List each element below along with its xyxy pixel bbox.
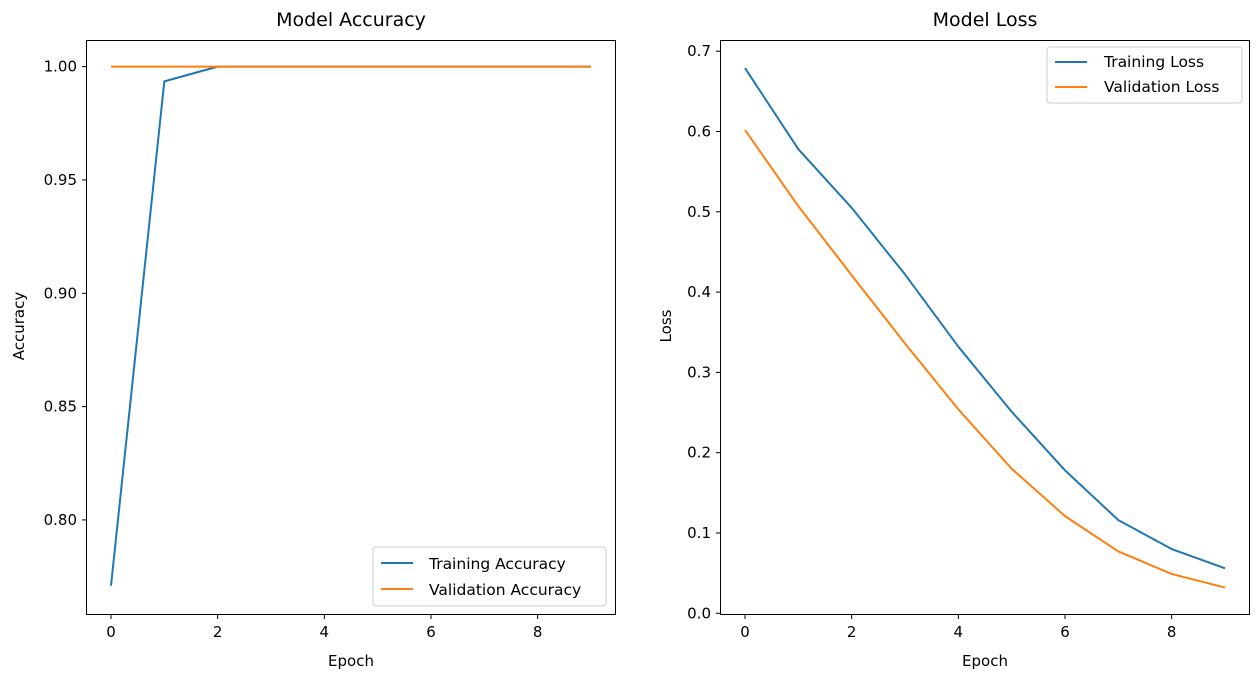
legend-box (1046, 46, 1243, 104)
legend-label-validation-accuracy: Validation Accuracy (429, 581, 581, 599)
y-axis-label: Loss (657, 309, 675, 342)
legend-box (372, 546, 607, 607)
legend-label-validation-loss: Validation Loss (1104, 78, 1219, 96)
y-tick-label: 0.90 (44, 284, 77, 302)
x-tick-label: 0 (106, 623, 116, 641)
plot-frame (86, 40, 616, 615)
x-tick-label: 4 (320, 623, 330, 641)
y-tick-label: 0.3 (687, 363, 711, 381)
x-axis-label: Epoch (328, 652, 374, 670)
x-tick-label: 0 (740, 623, 750, 641)
y-tick-label: 0.6 (687, 122, 711, 140)
legend: Training Loss Validation Loss (1046, 46, 1243, 104)
y-tick-label: 0.85 (44, 398, 77, 416)
series-line-validation-loss (744, 129, 1226, 589)
x-tick-label: 6 (426, 623, 436, 641)
y-tick-label: 0.4 (687, 283, 711, 301)
legend-label-training-accuracy: Training Accuracy (428, 555, 566, 573)
x-tick-label: 2 (847, 623, 857, 641)
y-tick-label: 0.7 (687, 42, 711, 60)
x-tick-label: 8 (1167, 623, 1177, 641)
plot-frame (720, 40, 1250, 615)
y-tick-label: 0.1 (687, 524, 711, 542)
loss-chart: Model Loss Epoch Loss 0 2 4 6 80.00.10.20.30… (657, 9, 1250, 670)
y-tick-label: 0.0 (687, 604, 711, 622)
y-tick-label: 0.2 (687, 444, 711, 462)
x-tick-label: 2 (213, 623, 223, 641)
y-tick-label: 1.00 (44, 58, 77, 76)
y-tick-label: 0.5 (687, 203, 711, 221)
x-tick-label: 6 (1060, 623, 1070, 641)
y-axis-label: Accuracy (10, 292, 28, 361)
plot-area: 0 2 4 6 8 0.80 0.85 0.90 0.95 1.00 (44, 58, 591, 641)
x-tick-label: 8 (533, 623, 543, 641)
y-tick-label: 0.80 (44, 511, 77, 529)
chart-title: Model Accuracy (276, 9, 426, 31)
series-line-training-accuracy (110, 65, 591, 586)
x-axis-label: Epoch (962, 652, 1008, 670)
x-tick-label: 4 (954, 623, 964, 641)
y-tick-label: 0.95 (44, 171, 77, 189)
chart-title: Model Loss (933, 9, 1038, 31)
accuracy-chart: Model Accuracy Epoch Accuracy 0 2 4 6 80.800… (10, 9, 616, 670)
legend: Training Accuracy Validation Accuracy (372, 546, 607, 607)
legend-label-training-loss: Training Loss (1103, 53, 1204, 71)
plot-area: 0 2 4 6 8 0.0 0.1 0.2 0.3 0.4 0.5 0.6 0.7 (687, 42, 1226, 641)
series-line-training-loss (744, 67, 1226, 570)
